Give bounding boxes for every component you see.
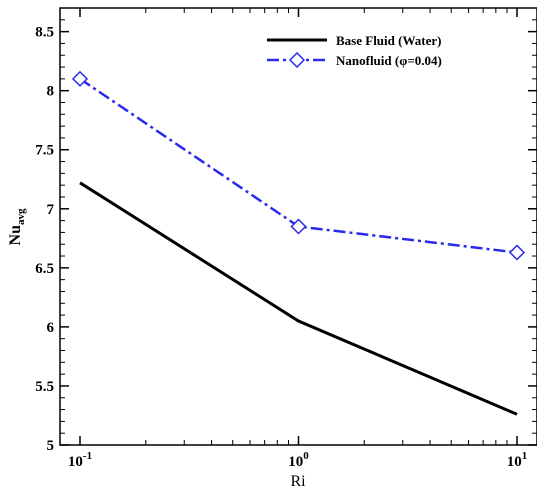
- y-tick-label: 6.5: [35, 261, 54, 277]
- x-tick-label-base: 10: [507, 454, 522, 470]
- legend-swatch-nanofluid-marker: [288, 51, 306, 69]
- series-line-0: [79, 181, 518, 416]
- x-tick-label-exponent: 0: [303, 450, 309, 462]
- y-axis-title-sub: avg: [15, 208, 27, 225]
- legend: Base Fluid (Water) Nanofluid (φ=0.04): [267, 33, 442, 69]
- ticks-layer: 55.566.577.588.510-1 100 101: [35, 7, 537, 470]
- y-axis-title: Nuavg: [7, 208, 27, 245]
- plot-area-frame: [59, 7, 537, 446]
- series-marker-1: [290, 218, 307, 235]
- y-tick-label: 7: [47, 202, 55, 218]
- x-tick-label: 101: [507, 450, 528, 470]
- x-tick-label: 100: [288, 450, 309, 470]
- x-tick-label-base: 10: [288, 454, 303, 470]
- x-tick-label-exponent: 1: [522, 450, 528, 462]
- legend-label-nanofluid: Nanofluid (φ=0.04): [336, 53, 442, 68]
- x-tick-label-exponent: -1: [83, 450, 92, 462]
- y-axis-title-main: Nu: [7, 225, 24, 246]
- y-tick-label: 8.5: [35, 25, 54, 41]
- y-tick-label: 6: [47, 320, 55, 336]
- x-tick-label: 10-1: [68, 450, 92, 470]
- series-marker-1: [71, 70, 89, 87]
- series-marker-1: [508, 244, 526, 261]
- y-tick-label: 7.5: [35, 143, 54, 159]
- x-axis-title: Ri: [290, 473, 306, 490]
- y-tick-label: 5.5: [35, 379, 54, 395]
- x-tick-label-base: 10: [68, 454, 83, 470]
- legend-label-base-fluid: Base Fluid (Water): [336, 33, 441, 48]
- y-tick-label: 8: [47, 84, 55, 100]
- series-layer: [71, 70, 526, 416]
- y-tick-label: 5: [47, 438, 55, 454]
